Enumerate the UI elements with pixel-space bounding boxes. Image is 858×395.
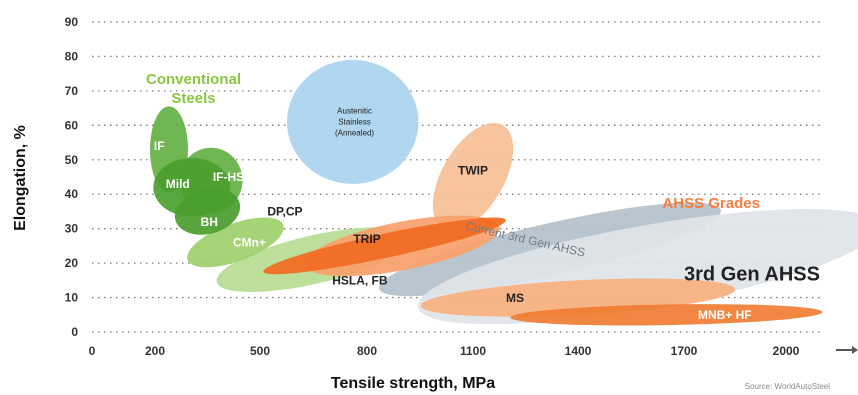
region-mnb-hf — [510, 304, 823, 326]
region-label-mild: Mild — [166, 177, 190, 191]
group-label-3rd-gen-ahss: 3rd Gen AHSS — [684, 263, 820, 285]
y-tick-label: 80 — [65, 49, 79, 63]
region-dp-cp — [263, 217, 506, 275]
group-label-conventional-steels: Conventional Steels — [146, 71, 241, 107]
y-tick-label: 50 — [65, 153, 79, 167]
x-tick-label: 1100 — [460, 344, 486, 358]
region-label-hsla-fb: HSLA, FB — [332, 274, 388, 288]
region-label-trip: TRIP — [353, 232, 380, 246]
y-tick-labels: 0 10 20 30 40 50 60 70 80 90 — [65, 15, 79, 339]
y-tick-label: 60 — [65, 118, 79, 132]
x-tick-labels: 0 200 500 800 1100 1400 1700 2000 — [89, 344, 800, 358]
x-tick-label: 1700 — [671, 344, 698, 358]
region-label-twip: TWIP — [458, 163, 488, 177]
x-tick-label: 200 — [145, 344, 165, 358]
regions — [150, 59, 858, 326]
x-tick-label: 500 — [250, 344, 270, 358]
y-tick-label: 70 — [65, 84, 79, 98]
group-labels: Conventional Steels AHSS Grades 3rd Gen AHS… — [146, 71, 820, 285]
x-axis-arrow — [836, 346, 858, 354]
y-tick-label: 10 — [65, 291, 79, 305]
group-label-ahss-grades: AHSS Grades — [662, 195, 760, 212]
region-austenitic-stainless-annealed — [286, 59, 419, 184]
y-tick-label: 20 — [65, 256, 79, 270]
x-tick-label: 2000 — [773, 344, 800, 358]
y-tick-label: 40 — [65, 187, 79, 201]
region-label-mnb-hf: MNB+ HF — [698, 308, 752, 322]
x-tick-label: 1400 — [565, 344, 592, 358]
region-label-bh: BH — [201, 215, 218, 229]
source-note: Source: WorldAutoSteel — [745, 382, 830, 391]
region-cmn — [187, 217, 284, 268]
region-label-if: IF — [154, 139, 165, 153]
region-twip — [432, 122, 514, 232]
region-label-dp-cp: DP,CP — [267, 205, 302, 219]
x-axis-title: Tensile strength, MPa — [331, 375, 495, 392]
x-tick-label: 0 — [89, 344, 96, 358]
region-label-if-hs: IF-HS — [213, 170, 244, 184]
y-tick-label: 0 — [71, 325, 78, 339]
region-label-cmn: CMn+ — [233, 236, 266, 250]
region-bh — [174, 188, 241, 235]
y-tick-label: 90 — [65, 15, 79, 29]
y-axis-title: Elongation, % — [12, 125, 29, 231]
x-tick-label: 800 — [357, 344, 377, 358]
y-tick-label: 30 — [65, 222, 79, 236]
region-label-ms: MS — [506, 291, 524, 305]
region-label-austenitic-stainless-annealed: Austenitic Stainless (Annealed) — [335, 107, 374, 138]
